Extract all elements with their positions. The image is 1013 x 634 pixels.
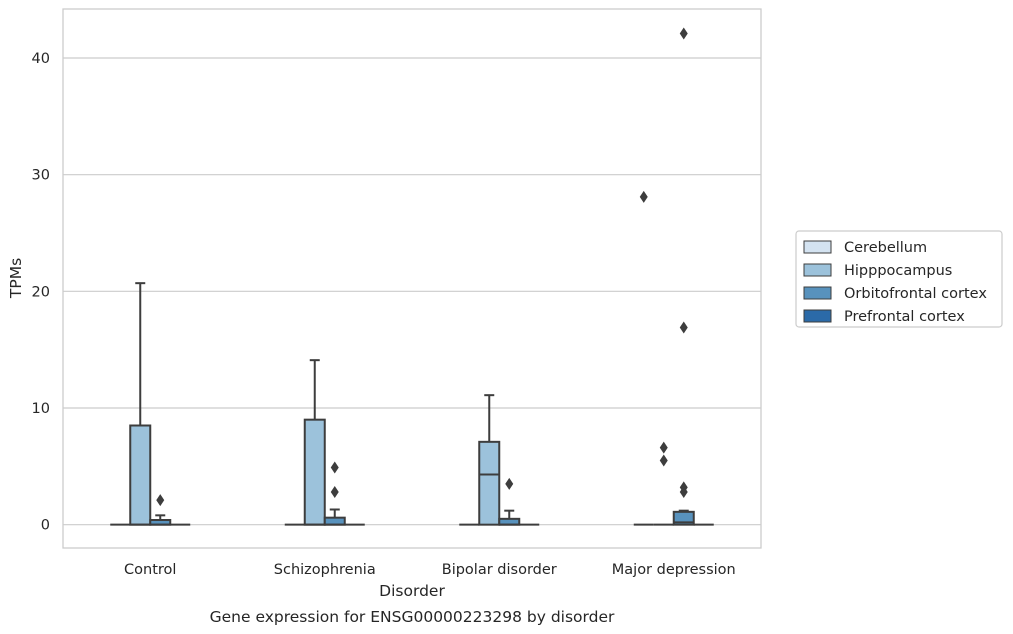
box-layer (110, 27, 714, 526)
box-1-1 (303, 359, 326, 526)
plot-frame (62, 8, 762, 549)
outlier-point (659, 454, 668, 467)
box-body (129, 424, 152, 526)
outlier-point (679, 27, 688, 40)
box-1-2 (478, 394, 501, 526)
box-2-0 (149, 494, 172, 526)
box-body (323, 516, 346, 526)
legend-label: Prefrontal cortex (844, 309, 965, 325)
legend-swatch (803, 286, 832, 300)
legend-swatch (803, 309, 832, 323)
outlier-point (659, 441, 668, 454)
box-2-2 (498, 477, 521, 526)
plot-background (63, 9, 761, 548)
y-tick-label: 0 (41, 518, 50, 534)
legend-label: Hipppocampus (844, 263, 952, 279)
y-tick-labels: 0 10 20 30 40 (32, 51, 50, 534)
legend-swatch (803, 240, 832, 254)
outlier-point (156, 494, 165, 507)
y-axis-label: TPMs (7, 258, 25, 299)
box-0-3 (633, 190, 654, 526)
y-tick-label: 20 (32, 284, 50, 300)
box-2-3 (672, 27, 695, 526)
x-tick-labels: Control Schizophrenia Bipolar disorder Majo… (124, 562, 736, 578)
x-tick-label: Major depression (612, 562, 736, 578)
outlier-point (330, 461, 339, 474)
legend-label: Cerebellum (844, 240, 927, 256)
outlier-point (505, 477, 514, 490)
x-tick-label: Bipolar disorder (442, 562, 557, 578)
x-tick-label: Control (124, 562, 176, 578)
legend-frame (795, 230, 1003, 328)
outlier-point (639, 190, 648, 203)
box-1-0 (129, 282, 152, 526)
x-axis-label: Disorder (379, 582, 445, 600)
legend-label: Orbitofrontal cortex (844, 286, 987, 302)
y-tick-label: 30 (32, 168, 50, 184)
box-2-1 (323, 461, 346, 526)
outlier-point (330, 486, 339, 498)
legend-swatch (803, 263, 832, 277)
chart-title: Gene expression for ENSG00000223298 by d… (210, 608, 615, 626)
legend: Cerebellum Hipppocampus Orbitofrontal cort… (795, 230, 1003, 328)
y-tick-label: 10 (32, 401, 50, 417)
box-1-3 (653, 441, 674, 526)
box-body (478, 440, 501, 526)
y-tick-label: 40 (32, 51, 50, 67)
outlier-point (679, 486, 688, 498)
box-body (303, 418, 326, 526)
x-tick-label: Schizophrenia (274, 562, 376, 578)
outlier-point (679, 321, 688, 334)
